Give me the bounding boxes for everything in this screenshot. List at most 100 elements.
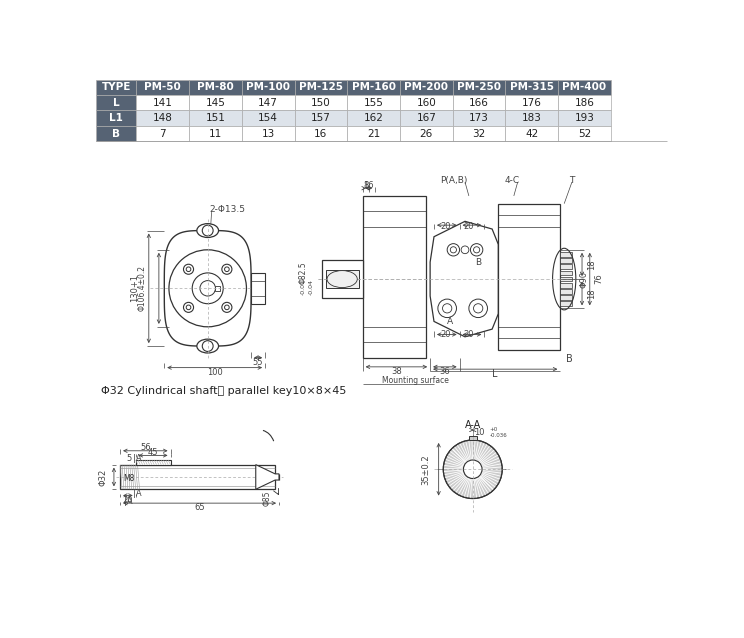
Text: |A: |A (133, 454, 141, 463)
Text: 173: 173 (469, 113, 489, 123)
Bar (363, 196, 426, 358)
Bar (505, 110, 558, 126)
Text: 193: 193 (574, 113, 594, 123)
Text: PM-100: PM-100 (246, 82, 290, 93)
Bar (498, 204, 560, 350)
Text: 38: 38 (391, 367, 402, 376)
Text: -0.01: -0.01 (301, 279, 306, 295)
Text: PM-400: PM-400 (562, 82, 606, 93)
Text: |A: |A (133, 489, 141, 498)
Bar (135, 460, 170, 464)
Text: 157: 157 (311, 113, 331, 123)
Text: 16: 16 (364, 181, 374, 189)
Bar (505, 95, 558, 110)
Bar (215, 286, 220, 291)
Ellipse shape (197, 224, 219, 237)
Text: 150: 150 (311, 98, 331, 108)
Text: 166: 166 (469, 98, 489, 108)
Circle shape (186, 267, 191, 272)
Text: 36: 36 (440, 367, 450, 376)
Bar (242, 110, 295, 126)
Circle shape (225, 267, 229, 272)
Text: M8: M8 (124, 474, 135, 483)
Bar (558, 95, 611, 110)
Bar (400, 110, 452, 126)
Ellipse shape (327, 271, 357, 288)
Bar (189, 126, 242, 141)
Text: PM-160: PM-160 (352, 82, 396, 93)
Text: 155: 155 (364, 98, 383, 108)
Text: B: B (566, 354, 573, 364)
Text: 26: 26 (420, 128, 433, 138)
Bar (321, 260, 363, 299)
Text: 154: 154 (258, 113, 278, 123)
Text: 20: 20 (123, 496, 133, 505)
Bar (189, 80, 242, 95)
Text: 148: 148 (153, 113, 173, 123)
Text: 13: 13 (262, 128, 275, 138)
Polygon shape (256, 464, 279, 489)
Text: -0.04: -0.04 (308, 279, 313, 295)
Text: 167: 167 (417, 113, 436, 123)
Text: 20: 20 (464, 222, 474, 231)
Bar (560, 258, 572, 263)
Text: 151: 151 (205, 113, 225, 123)
Bar (560, 301, 572, 306)
Polygon shape (164, 230, 251, 346)
Text: Φ85: Φ85 (263, 491, 272, 507)
Text: B: B (112, 128, 121, 138)
Text: 32: 32 (472, 128, 486, 138)
Text: PM-250: PM-250 (457, 82, 501, 93)
Text: 141: 141 (153, 98, 173, 108)
Bar (295, 80, 347, 95)
Text: P(A,B): P(A,B) (440, 176, 467, 185)
Text: 76: 76 (594, 274, 603, 285)
Bar (505, 80, 558, 95)
Text: Φ32 Cylindrical shaft， parallel key10×8×45: Φ32 Cylindrical shaft， parallel key10×8×… (100, 386, 346, 396)
Bar (452, 126, 505, 141)
Text: 18: 18 (587, 259, 596, 270)
Text: |A: |A (124, 497, 132, 506)
Text: PM-315: PM-315 (510, 82, 554, 93)
Bar (189, 110, 242, 126)
Text: A-A: A-A (464, 420, 481, 429)
Bar (347, 110, 400, 126)
Bar (400, 95, 452, 110)
Polygon shape (443, 440, 502, 498)
Text: PM-125: PM-125 (299, 82, 343, 93)
Text: L1: L1 (109, 113, 124, 123)
Text: 45: 45 (148, 448, 158, 457)
Bar (560, 271, 572, 275)
Text: 145: 145 (205, 98, 225, 108)
Text: 8: 8 (363, 181, 368, 189)
Text: 176: 176 (522, 98, 542, 108)
Bar (242, 126, 295, 141)
Text: 5: 5 (126, 454, 132, 463)
Bar (136, 110, 189, 126)
Text: PM-50: PM-50 (144, 82, 181, 93)
Bar (96, 110, 136, 126)
Text: 55: 55 (253, 358, 263, 367)
Bar (295, 110, 347, 126)
Text: B: B (475, 258, 481, 267)
Bar (251, 273, 265, 304)
Text: PM-200: PM-200 (404, 82, 448, 93)
Bar (560, 289, 572, 293)
Circle shape (464, 460, 482, 478)
Bar (347, 95, 400, 110)
Bar (469, 436, 477, 440)
Text: 130+1: 130+1 (130, 274, 139, 302)
Bar (400, 80, 452, 95)
Bar (560, 252, 572, 256)
Text: L: L (493, 369, 498, 379)
Text: 4-C: 4-C (504, 176, 520, 185)
Text: 21: 21 (367, 128, 380, 138)
Bar (558, 110, 611, 126)
Text: 100: 100 (207, 367, 222, 377)
Ellipse shape (197, 339, 219, 353)
Bar (505, 126, 558, 141)
Bar (452, 80, 505, 95)
Bar (400, 126, 452, 141)
Bar (347, 126, 400, 141)
Bar (242, 80, 295, 95)
